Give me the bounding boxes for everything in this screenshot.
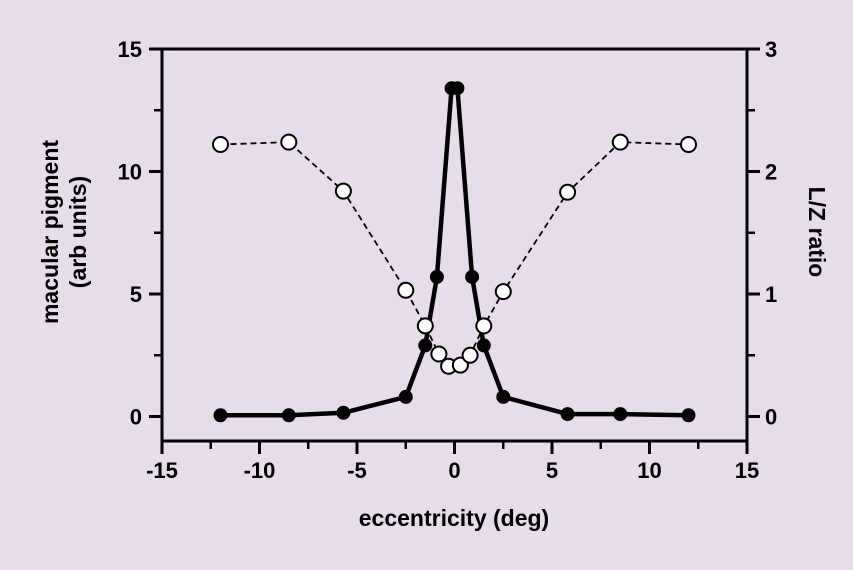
y-right-tick-label: 0 <box>765 405 777 430</box>
y-right-tick-label: 1 <box>765 282 777 307</box>
x-axis-title: eccentricity (deg) <box>359 505 549 531</box>
x-tick-label: -5 <box>347 458 367 483</box>
y-right-axis-title: L/Z ratio <box>804 187 830 278</box>
ticks-layer: -15 -10 -5 0 5 10 15 0 5 10 15 0 1 2 3 <box>118 37 778 483</box>
x-tick-label: 0 <box>448 458 460 483</box>
lz-ratio-data-point <box>416 317 434 335</box>
y-right-tick-label: 2 <box>765 160 777 185</box>
x-tick-label: -10 <box>244 458 276 483</box>
lz-ratio-data-point <box>280 133 298 151</box>
x-tick-label: 5 <box>546 458 558 483</box>
lz-ratio-data-point <box>461 346 479 364</box>
macular-pigment-data-point <box>613 407 628 422</box>
lz-ratio-data-point <box>430 345 448 363</box>
series-layer <box>212 81 697 423</box>
macular-pigment-data-point <box>281 408 296 423</box>
y-left-tick-label: 0 <box>130 405 142 430</box>
macular-pigment-data-point <box>681 408 696 423</box>
macular-pigment-data-point <box>560 407 575 422</box>
macular-pigment-data-point <box>496 389 511 404</box>
x-tick-label: 10 <box>637 458 661 483</box>
y-left-axis-title-line1: macular pigment <box>37 140 63 324</box>
lz-ratio-data-point <box>334 182 352 200</box>
lz-ratio-data-point <box>680 136 697 153</box>
macular-pigment-data-point <box>398 389 413 404</box>
x-tick-label: -15 <box>146 458 178 483</box>
lz-ratio-data-point <box>611 133 629 151</box>
lz-ratio-data-point <box>397 281 415 299</box>
lz-ratio-data-point <box>475 317 493 335</box>
macular-pigment-data-point <box>336 405 351 420</box>
y-left-tick-label: 10 <box>118 160 142 185</box>
macular-pigment-data-point <box>465 269 480 284</box>
lz-ratio-data-point <box>212 136 229 153</box>
macular-pigment-data-point <box>476 338 491 353</box>
y-left-tick-label: 5 <box>130 282 142 307</box>
macular-pigment-data-point <box>418 338 433 353</box>
y-left-tick-label: 15 <box>118 37 142 62</box>
x-tick-label: 15 <box>735 458 759 483</box>
macular-pigment-data-point <box>450 81 465 96</box>
y-right-tick-label: 3 <box>765 37 777 62</box>
lz-ratio-data-point <box>559 183 577 201</box>
y-left-axis-title-line2: (arb units) <box>65 176 91 288</box>
macular-pigment-data-point <box>429 269 444 284</box>
labels-layer: eccentricity (deg) macular pigment (arb … <box>37 140 830 531</box>
macular-pigment-data-point <box>213 408 228 423</box>
lz-ratio-data-point <box>494 283 512 301</box>
